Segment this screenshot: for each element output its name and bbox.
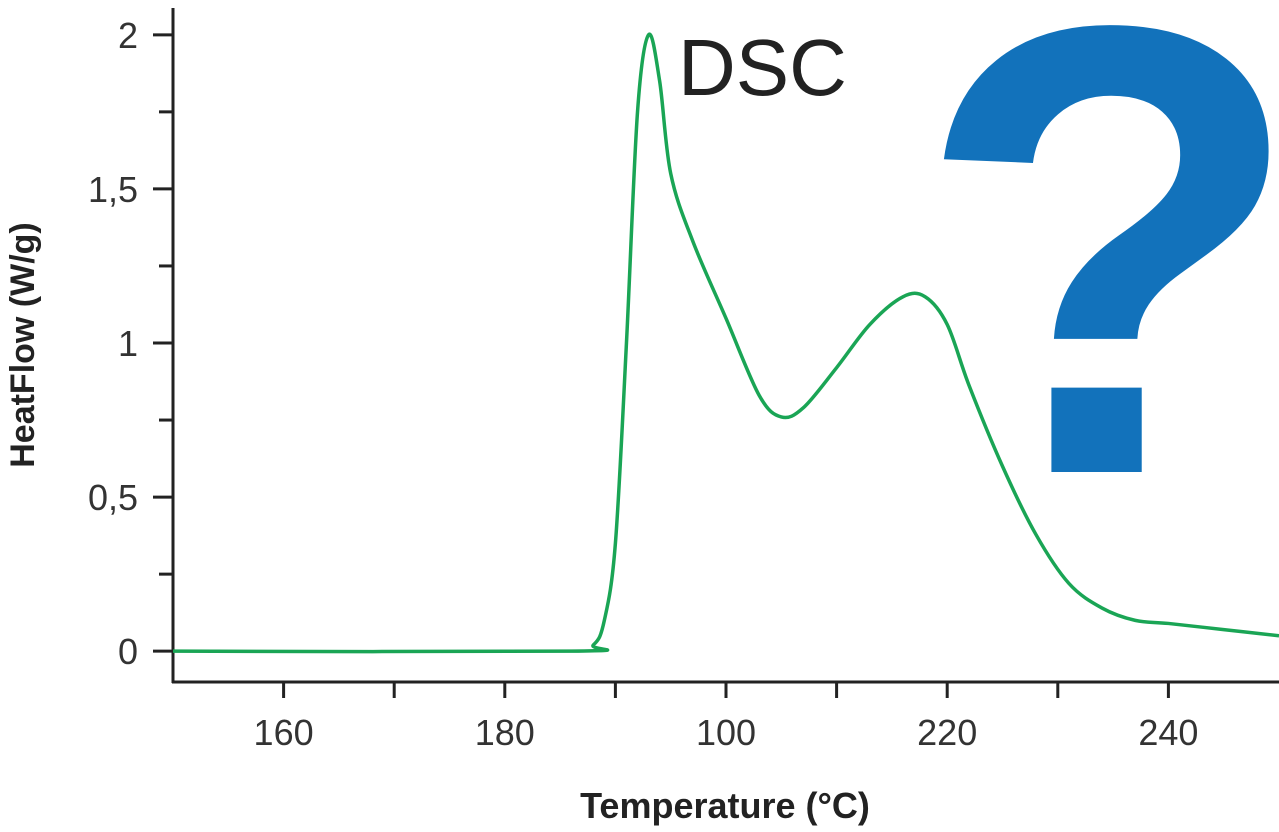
annotation: ? <box>915 0 1279 608</box>
x-tick-label: 240 <box>1138 712 1198 753</box>
y-axis-title: HeatFlow (W/g) <box>4 222 42 468</box>
x-tick-label: 220 <box>917 712 977 753</box>
x-tick-label: 160 <box>254 712 314 753</box>
y-tick-label: 1,5 <box>88 169 138 210</box>
data-line <box>172 32 1279 654</box>
x-tick-label: 180 <box>475 712 535 753</box>
x-axis-title: Temperature (°C) <box>580 785 870 826</box>
y-tick-label: 1 <box>118 323 138 364</box>
y-tick-label: 2 <box>118 15 138 56</box>
chart-title: DSC <box>678 23 847 112</box>
y-tick-label: 0 <box>118 631 138 672</box>
x-tick-label: 100 <box>696 712 756 753</box>
y-tick-label: 0,5 <box>88 477 138 518</box>
